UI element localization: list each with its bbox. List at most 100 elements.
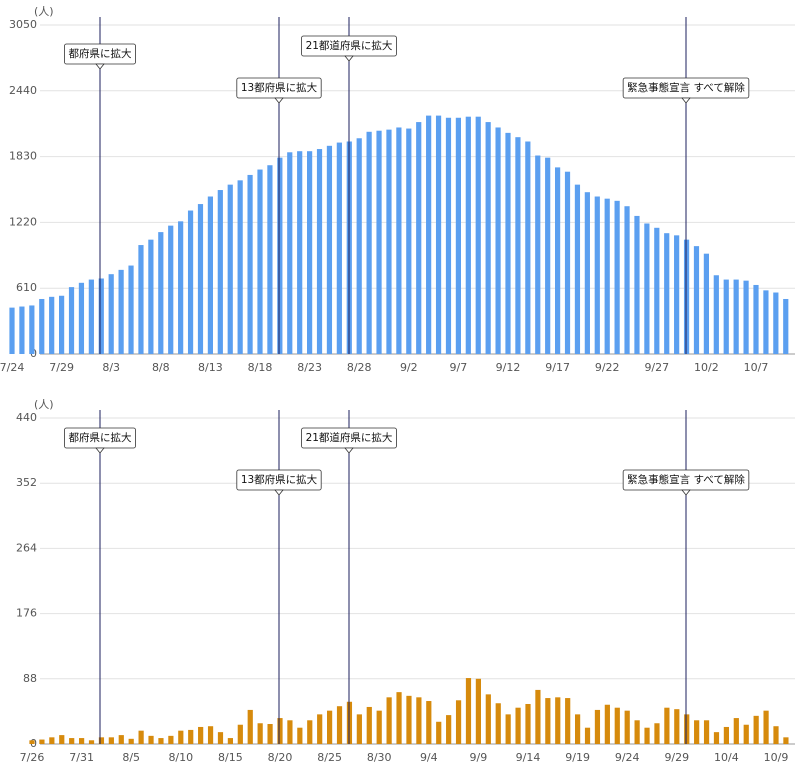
bar	[148, 735, 154, 744]
bar	[515, 137, 521, 354]
bar	[545, 157, 551, 354]
y-tick-label: 264	[16, 541, 37, 554]
annotation-pointer	[681, 97, 691, 104]
bar	[594, 196, 600, 354]
bar	[88, 279, 94, 354]
bar	[237, 180, 243, 354]
bar	[535, 155, 541, 354]
bar	[654, 723, 660, 744]
bar	[386, 129, 392, 354]
y-tick-label: 176	[16, 607, 37, 620]
x-tick-label: 9/17	[545, 361, 570, 374]
bar	[128, 265, 134, 354]
bar	[564, 171, 571, 354]
bar	[446, 715, 452, 744]
bar	[317, 714, 323, 744]
bar	[78, 282, 85, 354]
bar	[733, 279, 739, 354]
bar	[683, 239, 690, 354]
annotation-pointer	[344, 55, 354, 62]
x-tick-label: 8/28	[347, 361, 372, 374]
bar	[336, 706, 343, 744]
y-tick-label: 2440	[9, 84, 37, 97]
y-tick-label: 3050	[9, 18, 37, 31]
x-tick-label: 9/7	[450, 361, 468, 374]
y-tick-label: 352	[16, 476, 37, 489]
x-tick-label: 9/22	[595, 361, 620, 374]
annotation-text: 13都府県に拡大	[241, 473, 318, 486]
bar	[664, 707, 670, 744]
bar	[237, 724, 243, 744]
bar	[207, 726, 214, 744]
bar	[505, 132, 511, 354]
y-tick-label: 610	[16, 281, 37, 294]
bar	[257, 723, 263, 744]
annotation-text: 21都道府県に拡大	[306, 431, 393, 444]
annotation: 21都道府県に拡大	[301, 35, 397, 62]
bar	[565, 698, 571, 744]
bar	[297, 727, 303, 744]
bar	[366, 131, 372, 354]
bar	[555, 697, 561, 744]
y-tick-label: 88	[23, 672, 37, 685]
bar	[426, 115, 432, 354]
bar	[485, 122, 491, 354]
x-tick-label: 8/8	[152, 361, 170, 374]
bar	[207, 196, 213, 354]
bar	[227, 184, 233, 354]
x-tick-label: 9/4	[420, 751, 438, 764]
bar	[29, 305, 35, 354]
annotation-text: 緊急事態宣言 すべて解除	[627, 473, 745, 486]
x-tick-label: 9/2	[400, 361, 418, 374]
x-tick-label: 7/29	[49, 361, 74, 374]
bar	[118, 269, 124, 354]
annotation-text: 13都府県に拡大	[241, 81, 318, 94]
bar	[277, 157, 283, 354]
bar	[59, 295, 65, 354]
bar	[9, 307, 15, 354]
bar	[485, 694, 491, 744]
x-tick-label: 8/10	[168, 751, 193, 764]
x-tick-label: 8/13	[198, 361, 223, 374]
bar	[138, 730, 144, 744]
bar	[674, 709, 680, 744]
x-tick-label: 9/29	[664, 751, 689, 764]
bar	[406, 128, 412, 354]
bar	[763, 290, 769, 354]
x-tick-label: 7/26	[20, 751, 45, 764]
bar	[59, 735, 65, 744]
bar	[187, 210, 194, 354]
bar	[178, 221, 184, 354]
bar	[376, 710, 382, 744]
bar	[674, 235, 680, 354]
annotation-pointer	[344, 447, 354, 454]
bar	[197, 204, 204, 354]
x-tick-label: 7/31	[69, 751, 94, 764]
bar	[426, 701, 432, 744]
annotation: 緊急事態宣言 すべて解除	[622, 469, 750, 496]
annotation-text: 都府県に拡大	[69, 47, 132, 60]
bar	[287, 152, 293, 354]
bar	[297, 151, 303, 354]
bar	[49, 737, 55, 744]
bar	[703, 720, 710, 744]
annotation-pointer	[95, 63, 105, 70]
annotation-pointer	[681, 489, 691, 496]
bar	[624, 710, 630, 744]
bar	[376, 130, 382, 354]
bar	[148, 239, 154, 354]
x-tick-label: 8/5	[122, 751, 140, 764]
annotation-text: 21都道府県に拡大	[306, 39, 393, 52]
bar	[396, 692, 402, 744]
bar	[604, 198, 610, 354]
bar	[416, 122, 422, 354]
x-tick-label: 10/7	[744, 361, 769, 374]
bar	[88, 740, 95, 744]
x-tick-label: 9/27	[644, 361, 669, 374]
annotation-text: 緊急事態宣言 すべて解除	[627, 81, 745, 94]
x-tick-label: 10/9	[764, 751, 789, 764]
bar	[773, 726, 779, 744]
bar	[356, 714, 362, 744]
x-tick-label: 7/24	[0, 361, 24, 374]
bar	[575, 714, 581, 744]
